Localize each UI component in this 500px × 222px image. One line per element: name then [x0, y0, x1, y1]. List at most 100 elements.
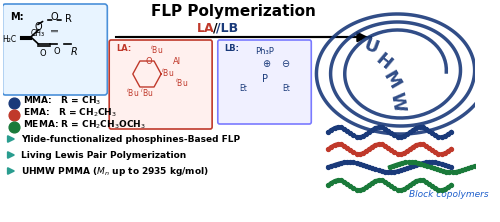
- FancyBboxPatch shape: [109, 40, 212, 129]
- Point: [352, 152, 360, 155]
- Point: [368, 166, 376, 170]
- Point: [425, 182, 433, 186]
- Point: [378, 178, 386, 182]
- Point: [324, 183, 332, 187]
- Point: [365, 147, 373, 151]
- Point: [372, 179, 380, 183]
- Point: [440, 134, 448, 138]
- Point: [359, 187, 367, 191]
- Point: [424, 164, 432, 168]
- Point: [444, 164, 452, 168]
- Point: [406, 183, 414, 187]
- Point: [346, 184, 354, 188]
- Text: $^{i}$Bu: $^{i}$Bu: [161, 67, 174, 79]
- Point: [395, 162, 403, 165]
- Point: [409, 181, 417, 184]
- Point: [404, 160, 412, 164]
- Point: [447, 165, 455, 169]
- Point: [372, 143, 380, 147]
- Point: [470, 164, 478, 168]
- Text: O: O: [146, 57, 152, 66]
- Point: [387, 131, 395, 135]
- Point: [362, 133, 370, 136]
- Point: [448, 170, 456, 174]
- Text: P: P: [262, 74, 268, 84]
- Point: [442, 170, 450, 173]
- Point: [372, 126, 380, 130]
- Point: [416, 142, 424, 146]
- Point: [418, 161, 426, 165]
- Point: [412, 163, 420, 166]
- Text: Et: Et: [240, 84, 247, 93]
- Point: [387, 184, 395, 188]
- Text: O: O: [50, 12, 58, 22]
- Point: [430, 166, 438, 170]
- Point: [359, 134, 367, 138]
- Point: [409, 145, 417, 149]
- Point: [440, 187, 448, 191]
- Point: [422, 127, 430, 131]
- Point: [428, 160, 436, 164]
- Point: [444, 186, 452, 189]
- Point: [412, 126, 420, 130]
- Point: [374, 142, 382, 146]
- Point: [330, 179, 338, 183]
- Point: [396, 152, 404, 156]
- Point: [409, 164, 417, 168]
- Point: [396, 188, 404, 192]
- Point: [492, 161, 500, 164]
- Point: [428, 149, 436, 152]
- Point: [425, 160, 433, 164]
- Point: [396, 168, 404, 172]
- Text: UHMW PMMA ($M_n$ up to 2935 kg/mol): UHMW PMMA ($M_n$ up to 2935 kg/mol): [22, 165, 210, 178]
- Text: O: O: [34, 22, 42, 32]
- Point: [350, 151, 358, 154]
- Point: [455, 169, 463, 173]
- Point: [337, 143, 345, 146]
- Point: [392, 163, 400, 166]
- Point: [406, 165, 414, 169]
- Point: [340, 180, 348, 183]
- Point: [468, 165, 475, 169]
- Text: EMA:   R = CH$_2$CH$_3$: EMA: R = CH$_2$CH$_3$: [24, 107, 118, 119]
- Point: [416, 162, 424, 165]
- Point: [486, 160, 494, 164]
- Point: [334, 142, 342, 146]
- Point: [438, 188, 446, 192]
- Point: [403, 166, 411, 170]
- Point: [365, 130, 373, 134]
- Point: [340, 144, 348, 147]
- Point: [359, 151, 367, 155]
- Point: [406, 130, 414, 134]
- Point: [412, 143, 420, 147]
- Point: [330, 163, 338, 166]
- Text: /: /: [212, 22, 218, 35]
- Point: [394, 135, 402, 139]
- Text: Block copolymers: Block copolymers: [408, 190, 488, 199]
- FancyBboxPatch shape: [2, 4, 108, 95]
- Point: [387, 170, 395, 174]
- Point: [446, 170, 454, 174]
- Point: [381, 170, 389, 173]
- Point: [350, 186, 358, 190]
- Point: [378, 126, 386, 129]
- Point: [394, 169, 402, 173]
- Point: [447, 130, 455, 134]
- Point: [384, 170, 392, 174]
- Text: ||: ||: [51, 27, 58, 32]
- Text: Living Lewis Pair Polymerization: Living Lewis Pair Polymerization: [22, 151, 186, 159]
- Text: CH₃: CH₃: [31, 29, 45, 38]
- Text: H₂C: H₂C: [2, 35, 16, 44]
- Point: [436, 168, 444, 172]
- Point: [390, 170, 398, 173]
- Point: [390, 186, 398, 190]
- Text: R: R: [65, 14, 72, 24]
- Point: [386, 165, 394, 169]
- Point: [426, 165, 434, 169]
- Text: Ph₃P: Ph₃P: [256, 47, 274, 56]
- Point: [362, 186, 370, 189]
- Point: [434, 188, 442, 191]
- FancyBboxPatch shape: [218, 40, 312, 124]
- Text: FLP Polymerization: FLP Polymerization: [152, 4, 316, 19]
- Point: [390, 151, 398, 154]
